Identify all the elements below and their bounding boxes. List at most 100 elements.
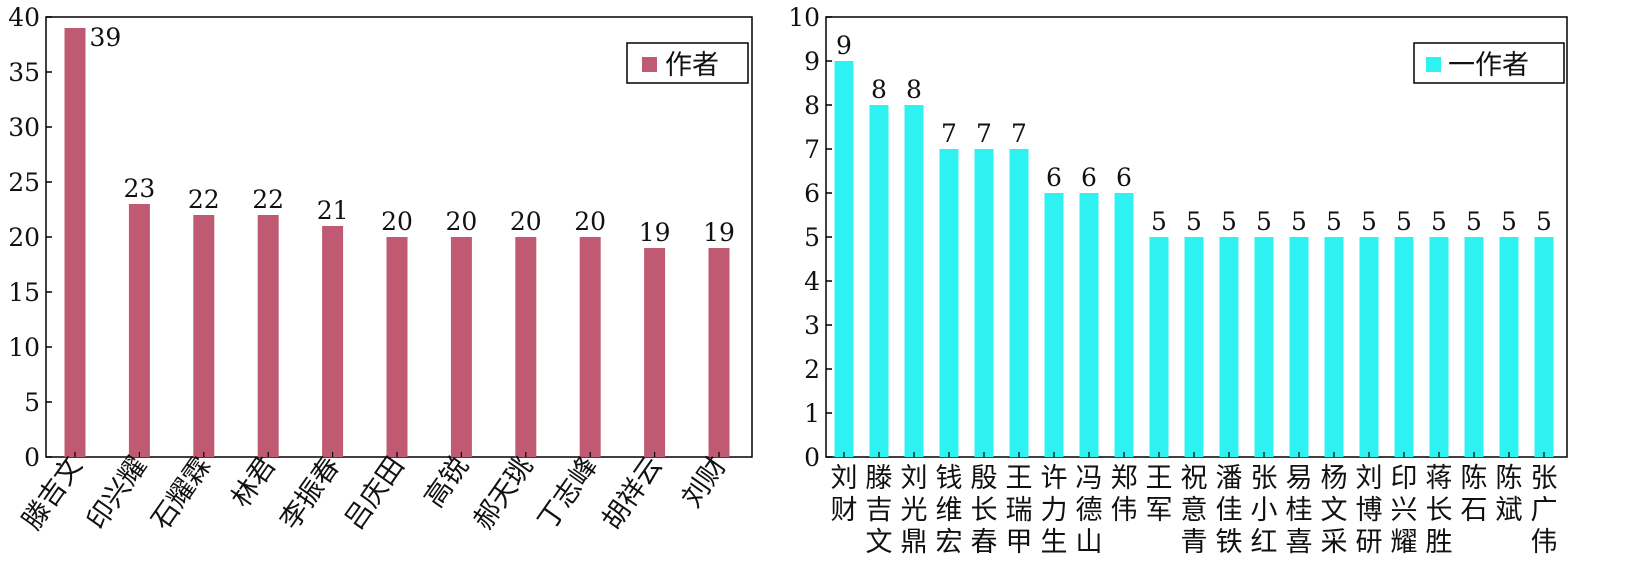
category-label: 印兴耀 bbox=[1391, 463, 1418, 558]
data-label: 7 bbox=[1011, 119, 1027, 148]
category-label-char: 军 bbox=[1146, 495, 1173, 526]
category-label-char: 许 bbox=[1041, 463, 1068, 494]
bar bbox=[1359, 237, 1379, 457]
category-label-char: 张 bbox=[1531, 463, 1558, 494]
bar bbox=[869, 105, 889, 457]
y-tick-label: 9 bbox=[804, 47, 820, 76]
category-label-char: 杨 bbox=[1321, 463, 1348, 494]
category-label-char: 采 bbox=[1321, 527, 1348, 558]
category-label: 易桂喜 bbox=[1286, 463, 1313, 558]
bar bbox=[1429, 237, 1449, 457]
bar bbox=[1079, 193, 1099, 457]
data-label: 39 bbox=[90, 23, 122, 52]
category-label-char: 力 bbox=[1041, 495, 1068, 526]
category-label-char: 王 bbox=[1146, 463, 1173, 494]
y-tick-label: 15 bbox=[8, 278, 40, 307]
data-label: 7 bbox=[976, 119, 992, 148]
category-label-char: 小 bbox=[1251, 495, 1278, 526]
bar bbox=[974, 149, 994, 457]
bar bbox=[939, 149, 959, 457]
category-label-char: 吉 bbox=[866, 495, 893, 526]
bar bbox=[1499, 237, 1519, 457]
category-label: 王瑞甲 bbox=[1006, 463, 1033, 558]
category-label-char: 郑 bbox=[1111, 463, 1138, 494]
y-tick-label: 4 bbox=[804, 267, 820, 296]
data-label: 6 bbox=[1081, 163, 1097, 192]
category-label: 林君 bbox=[226, 451, 282, 513]
y-tick-label: 1 bbox=[804, 399, 820, 428]
bar bbox=[1324, 237, 1344, 457]
data-label: 23 bbox=[123, 174, 155, 203]
bar bbox=[128, 204, 150, 457]
category-label-char: 鼎 bbox=[901, 527, 928, 558]
category-label-char: 春 bbox=[971, 527, 998, 558]
y-tick-label: 5 bbox=[24, 388, 40, 417]
category-label-char: 长 bbox=[1426, 495, 1453, 526]
category-label-char: 耀 bbox=[1391, 527, 1418, 558]
category-label: 殷长春 bbox=[971, 463, 998, 558]
category-label-char: 铁 bbox=[1216, 527, 1243, 558]
category-label: 陈斌 bbox=[1496, 463, 1523, 526]
y-tick-label: 0 bbox=[24, 443, 40, 472]
y-tick-label: 20 bbox=[8, 223, 40, 252]
left-bar-chart: 051015202530354039滕吉文23印兴耀22石耀霖22林君21李振春… bbox=[8, 3, 753, 535]
category-label-char: 维 bbox=[936, 495, 963, 526]
y-tick-label: 40 bbox=[8, 3, 40, 32]
category-label: 冯德山 bbox=[1076, 463, 1103, 558]
data-label: 20 bbox=[381, 207, 413, 236]
bar bbox=[386, 237, 408, 457]
y-tick-label: 35 bbox=[8, 58, 40, 87]
bar bbox=[1044, 193, 1064, 457]
data-label: 7 bbox=[941, 119, 957, 148]
bar bbox=[1184, 237, 1204, 457]
data-label: 5 bbox=[1466, 207, 1482, 236]
category-label: 印兴耀 bbox=[81, 451, 153, 535]
category-label-char: 刘 bbox=[831, 463, 858, 494]
data-label: 20 bbox=[445, 207, 477, 236]
y-tick-label: 10 bbox=[8, 333, 40, 362]
bar bbox=[322, 226, 344, 457]
category-label: 祝意青 bbox=[1181, 463, 1208, 558]
category-label-char: 文 bbox=[1321, 495, 1348, 526]
category-label-char: 王 bbox=[1006, 463, 1033, 494]
category-label-char: 斌 bbox=[1496, 495, 1523, 526]
legend: 一作者 bbox=[1413, 42, 1565, 84]
data-label: 20 bbox=[574, 207, 606, 236]
category-label: 钱维宏 bbox=[936, 463, 963, 558]
category-label: 刘光鼎 bbox=[901, 463, 928, 558]
data-label: 9 bbox=[836, 31, 852, 60]
category-label-char: 意 bbox=[1181, 495, 1208, 526]
legend: 作者 bbox=[626, 42, 749, 84]
bar bbox=[1534, 237, 1554, 457]
category-label-char: 印 bbox=[1391, 463, 1418, 494]
category-label-char: 滕 bbox=[866, 463, 893, 494]
data-label: 5 bbox=[1221, 207, 1237, 236]
bar bbox=[1149, 237, 1169, 457]
category-label-char: 易 bbox=[1286, 463, 1313, 494]
category-label-char: 蒋 bbox=[1426, 463, 1453, 494]
category-label: 刘财 bbox=[831, 463, 858, 526]
bar bbox=[450, 237, 472, 457]
category-label-char: 广 bbox=[1531, 495, 1558, 526]
category-label: 吕庆田 bbox=[339, 451, 411, 535]
legend-label: 一作者 bbox=[1448, 50, 1529, 81]
data-label: 5 bbox=[1431, 207, 1447, 236]
bar bbox=[1114, 193, 1134, 457]
data-label: 8 bbox=[906, 75, 922, 104]
category-label-char: 胜 bbox=[1426, 527, 1453, 558]
y-tick-label: 0 bbox=[804, 443, 820, 472]
data-label: 5 bbox=[1186, 207, 1202, 236]
data-label: 5 bbox=[1536, 207, 1552, 236]
category-label: 陈石 bbox=[1461, 463, 1488, 526]
bar bbox=[1464, 237, 1484, 457]
category-label: 杨文采 bbox=[1321, 463, 1348, 558]
category-label-char: 青 bbox=[1181, 527, 1208, 558]
y-tick-label: 7 bbox=[804, 135, 820, 164]
category-label-char: 博 bbox=[1356, 495, 1383, 526]
legend-swatch bbox=[642, 57, 657, 72]
category-label-char: 宏 bbox=[936, 527, 963, 558]
category-label: 胡祥云 bbox=[596, 451, 668, 535]
data-label: 6 bbox=[1046, 163, 1062, 192]
category-label-char: 伟 bbox=[1111, 495, 1138, 526]
